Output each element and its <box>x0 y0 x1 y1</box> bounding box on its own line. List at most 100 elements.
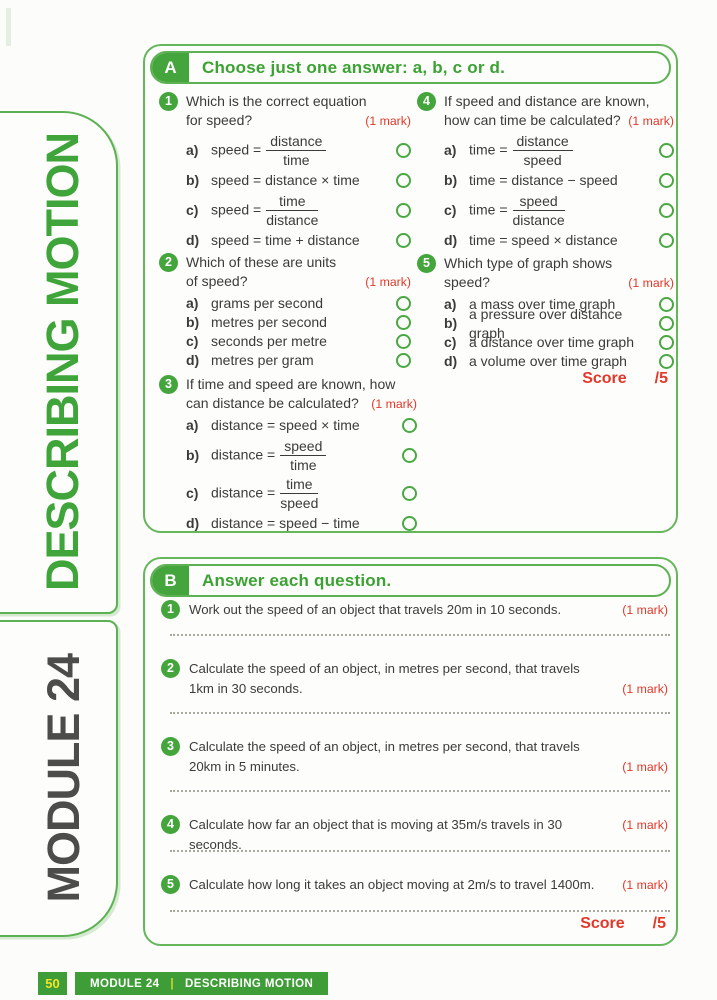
answer-circle[interactable] <box>659 233 674 249</box>
option-letter: c) <box>186 202 199 219</box>
section-a: A Choose just one answer: a, b, c or d. … <box>143 44 678 533</box>
section-a-title: Choose just one answer: a, b, c or d. <box>202 57 506 77</box>
answer-line[interactable] <box>170 712 670 714</box>
option-row: a) time = distance speed <box>444 133 674 168</box>
answer-circle[interactable] <box>402 516 417 532</box>
answer-line[interactable] <box>170 850 670 852</box>
option-letter: b) <box>444 315 458 332</box>
option-text: a volume over time graph <box>469 353 627 370</box>
option-text: grams per second <box>211 295 324 312</box>
option-equation: distance = speed − time <box>211 515 360 532</box>
answer-circle[interactable] <box>396 173 411 189</box>
section-b-badge: B <box>152 566 189 595</box>
mark-label: (1 mark) <box>628 276 674 291</box>
option-row: c) seconds per metre <box>186 332 411 351</box>
answer-circle[interactable] <box>396 334 411 350</box>
question-text: Work out the speed of an object that tra… <box>189 602 562 617</box>
option-row: b) a pressure over distance graph <box>444 306 674 341</box>
option-letter: d) <box>186 515 200 532</box>
answer-circle[interactable] <box>659 335 674 351</box>
score-value: /5 <box>654 370 668 387</box>
option-equation: time = distance speed <box>469 133 573 168</box>
answer-line[interactable] <box>170 634 670 636</box>
answer-circle[interactable] <box>396 203 411 219</box>
answer-circle[interactable] <box>659 203 674 219</box>
option-row: b) metres per second <box>186 313 411 332</box>
question-a4: 4 If speed and distance are known, how c… <box>417 92 674 253</box>
option-letter: d) <box>186 352 200 369</box>
option-text: seconds per metre <box>211 333 327 350</box>
question-text: of speed? <box>186 273 248 290</box>
answer-circle[interactable] <box>396 233 411 249</box>
answer-circle[interactable] <box>659 354 674 370</box>
option-letter: c) <box>444 334 457 351</box>
answer-circle[interactable] <box>402 448 417 464</box>
option-equation: time = speed distance <box>469 193 565 229</box>
answer-circle[interactable] <box>659 173 674 189</box>
option-text: a distance over time graph <box>469 334 634 351</box>
footer-separator: | <box>170 977 175 990</box>
answer-circle[interactable] <box>396 315 411 331</box>
option-letter: a) <box>186 295 199 312</box>
footer-module-bar: MODULE 24 | DESCRIBING MOTION <box>75 972 329 995</box>
question-b5: 5 Calculate how long it takes an object … <box>161 875 668 895</box>
answer-circle[interactable] <box>659 143 674 159</box>
option-row: c) time = speed distance <box>444 193 674 228</box>
question-text: Calculate the speed of an object, in met… <box>189 661 580 676</box>
question-text: 20km in 5 minutes. <box>189 758 300 774</box>
question-a5: 5 Which type of graph shows speed? (1 ma… <box>417 254 674 371</box>
score-value: /5 <box>652 915 666 932</box>
section-b-header: B Answer each question. <box>150 564 671 597</box>
answer-circle[interactable] <box>396 296 411 312</box>
question-text: Which is the correct equation <box>186 93 367 109</box>
question-b2: 2 Calculate the speed of an object, in m… <box>161 659 668 699</box>
option-equation: distance = speed × time <box>211 417 360 434</box>
mark-label: (1 mark) <box>622 818 668 832</box>
question-text: Calculate how far an object that is movi… <box>189 817 563 852</box>
option-row: b) speed = distance × time <box>186 171 411 190</box>
question-text: Calculate the speed of an object, in met… <box>189 739 580 754</box>
sidebar-module-tab: MODULE 24 <box>0 620 118 937</box>
answer-circle[interactable] <box>402 418 417 434</box>
option-letter: d) <box>444 353 458 370</box>
option-text: a mass over time graph <box>469 296 616 313</box>
question-number: 3 <box>159 375 178 394</box>
answer-circle[interactable] <box>396 143 411 159</box>
question-number: 2 <box>161 659 180 678</box>
page-number: 50 <box>38 972 67 995</box>
mark-label: (1 mark) <box>622 603 668 617</box>
option-row: a) distance = speed × time <box>186 416 417 435</box>
mark-label: (1 mark) <box>622 759 668 774</box>
mark-label: (1 mark) <box>622 681 668 696</box>
question-text: 1km in 30 seconds. <box>189 680 303 696</box>
option-text: a pressure over distance graph <box>469 305 623 341</box>
section-b-score: Score /5 <box>580 915 666 933</box>
answer-circle[interactable] <box>659 297 674 313</box>
option-row: d) speed = time + distance <box>186 231 411 250</box>
option-letter: b) <box>186 172 200 189</box>
answer-line[interactable] <box>170 910 670 912</box>
option-row: d) a volume over time graph <box>444 352 674 371</box>
option-row: b) distance = speed time <box>186 438 417 473</box>
option-row: c) speed = time distance <box>186 193 411 228</box>
answer-circle[interactable] <box>659 316 674 332</box>
mark-label: (1 mark) <box>622 878 668 892</box>
question-b1: 1 Work out the speed of an object that t… <box>161 600 668 620</box>
option-text: metres per gram <box>211 352 314 369</box>
answer-circle[interactable] <box>402 486 417 502</box>
question-number: 4 <box>417 92 436 111</box>
question-number: 5 <box>161 875 180 894</box>
answer-line[interactable] <box>170 790 670 792</box>
mark-label: (1 mark) <box>628 114 674 129</box>
option-letter: b) <box>444 172 458 189</box>
question-number: 4 <box>161 815 180 834</box>
option-row: c) distance = time speed <box>186 476 417 511</box>
option-letter: d) <box>444 232 458 249</box>
option-row: c) a distance over time graph <box>444 333 674 352</box>
option-equation: speed = time distance <box>211 193 319 229</box>
option-row: a) a mass over time graph <box>444 295 674 314</box>
option-row: d) distance = speed − time <box>186 514 417 533</box>
answer-circle[interactable] <box>396 353 411 369</box>
question-number: 1 <box>161 600 180 619</box>
